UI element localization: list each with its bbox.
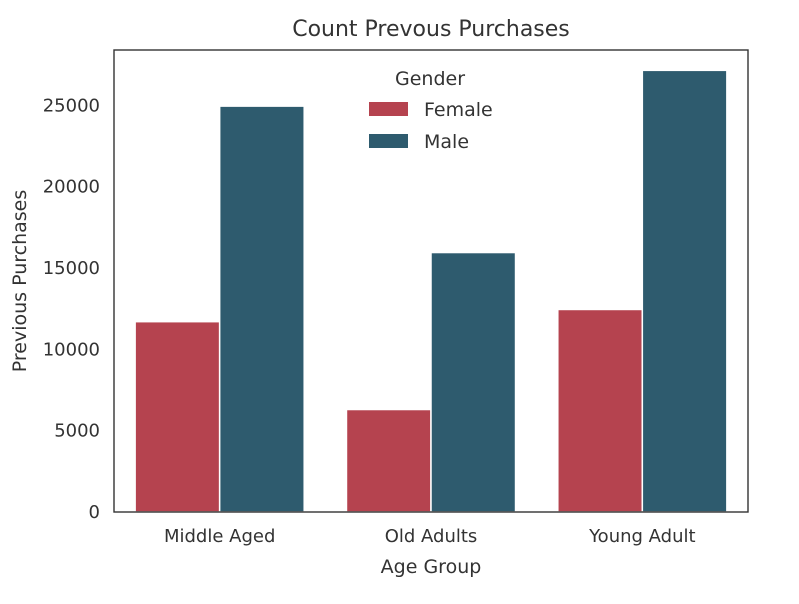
bar-male-old-adults bbox=[430, 251, 517, 513]
y-axis-label: Previous Purchases bbox=[9, 190, 31, 373]
plot-frame bbox=[113, 49, 749, 513]
bars-group bbox=[134, 69, 728, 513]
x-axis-ticks: Middle Aged Old Adults Young Adult bbox=[164, 526, 696, 547]
legend: Gender Female Male bbox=[369, 68, 493, 153]
legend-swatch-female bbox=[369, 102, 408, 116]
bar-female-young-adult bbox=[557, 308, 644, 513]
legend-label-male: Male bbox=[424, 131, 469, 153]
x-tick-label: Middle Aged bbox=[164, 526, 275, 547]
bar-male-middle-aged bbox=[218, 105, 305, 513]
y-tick-label: 5000 bbox=[54, 421, 100, 442]
y-tick-label: 25000 bbox=[43, 95, 100, 116]
bar-male-young-adult bbox=[641, 69, 728, 513]
bar-female-old-adults bbox=[345, 408, 432, 513]
legend-swatch-male bbox=[369, 134, 408, 148]
y-tick-label: 20000 bbox=[43, 177, 100, 198]
chart-title: Count Prevous Purchases bbox=[292, 17, 570, 42]
legend-title: Gender bbox=[395, 68, 465, 90]
legend-label-female: Female bbox=[424, 99, 493, 121]
y-tick-label: 0 bbox=[89, 502, 100, 523]
y-tick-label: 15000 bbox=[43, 258, 100, 279]
bar-female-middle-aged bbox=[134, 320, 221, 513]
x-tick-label: Young Adult bbox=[588, 526, 695, 547]
y-axis-ticks: 0 5000 10000 15000 20000 25000 bbox=[43, 95, 100, 523]
x-tick-label: Old Adults bbox=[385, 526, 478, 547]
x-axis-label: Age Group bbox=[381, 556, 482, 578]
y-tick-label: 10000 bbox=[43, 339, 100, 360]
